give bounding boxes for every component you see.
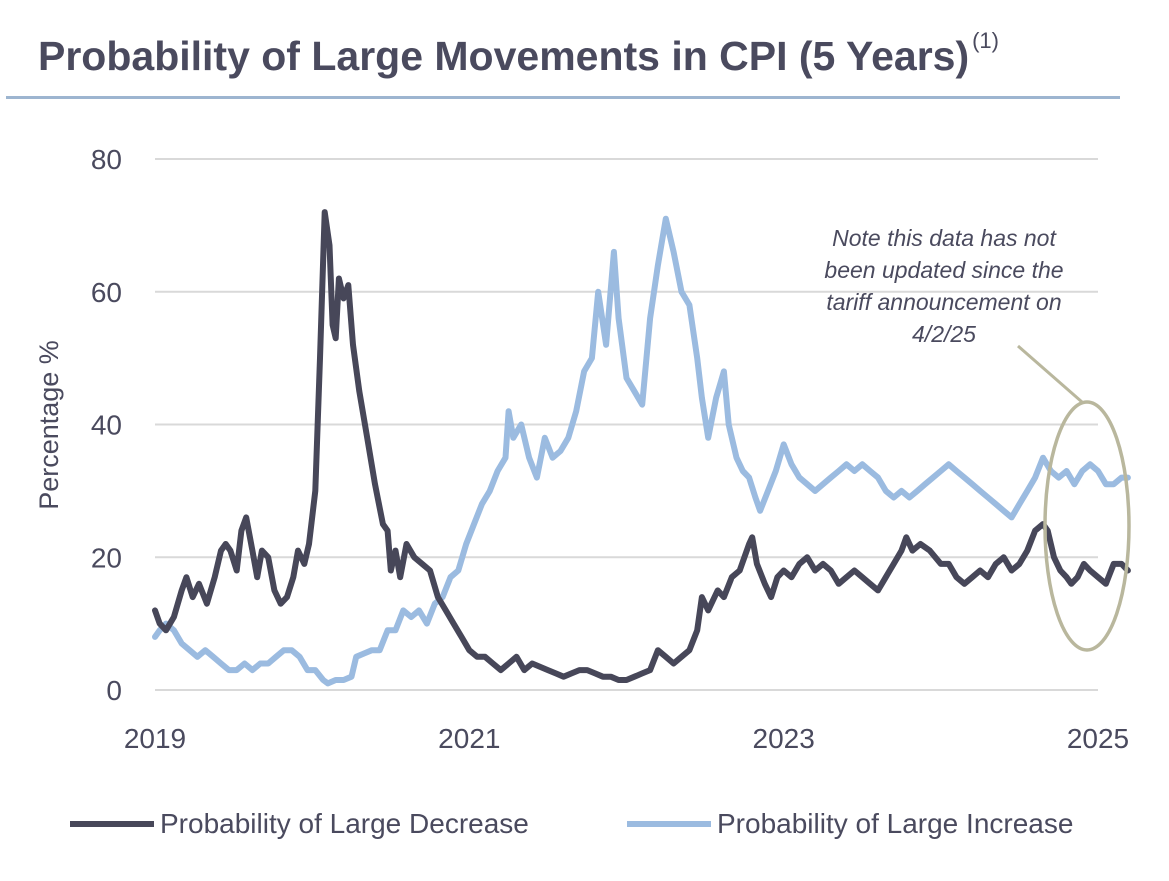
x-axis-ticks: 2019 2021 2023 2025 [124,723,1129,754]
title-footnote: (1) [972,28,999,53]
y-axis-label: Percentage % [34,340,64,510]
chart-title-text: Probability of Large Movements in CPI (5… [38,33,970,79]
y-tick-label: 40 [91,410,122,441]
x-tick-label: 2023 [753,723,815,754]
annotation-ellipse [1043,400,1131,652]
annotation-text: Note this data has not been updated since… [824,225,1063,347]
series-line-increase [152,215,1131,687]
annotation-pointer [1017,344,1083,404]
series-line-decrease [152,209,1131,683]
title-underline [6,96,1120,99]
legend-label-decrease: Probability of Large Decrease [160,808,529,839]
y-tick-label: 0 [106,675,122,706]
legend-swatch-increase [627,821,711,827]
annotation-line: Note this data has not [832,225,1057,251]
legend-item-decrease: Probability of Large Decrease [70,808,529,840]
y-axis-ticks: 0 20 40 60 80 [91,144,122,706]
annotation-line: tariff announcement on [826,289,1061,315]
legend-label-increase: Probability of Large Increase [717,808,1074,839]
annotation-line: 4/2/25 [912,321,976,347]
y-tick-label: 80 [91,144,122,175]
y-tick-label: 60 [91,277,122,308]
annotation-line: been updated since the [824,257,1063,283]
series-group [152,209,1131,687]
annotation: Note this data has not been updated since… [824,225,1131,652]
x-tick-label: 2019 [124,723,186,754]
gridlines [155,158,1098,559]
legend-swatch-decrease [70,821,154,827]
x-tick-label: 2021 [438,723,500,754]
x-tick-label: 2025 [1067,723,1129,754]
y-tick-label: 20 [91,542,122,573]
legend-item-increase: Probability of Large Increase [627,808,1073,840]
chart-title: Probability of Large Movements in CPI (5… [38,28,999,80]
